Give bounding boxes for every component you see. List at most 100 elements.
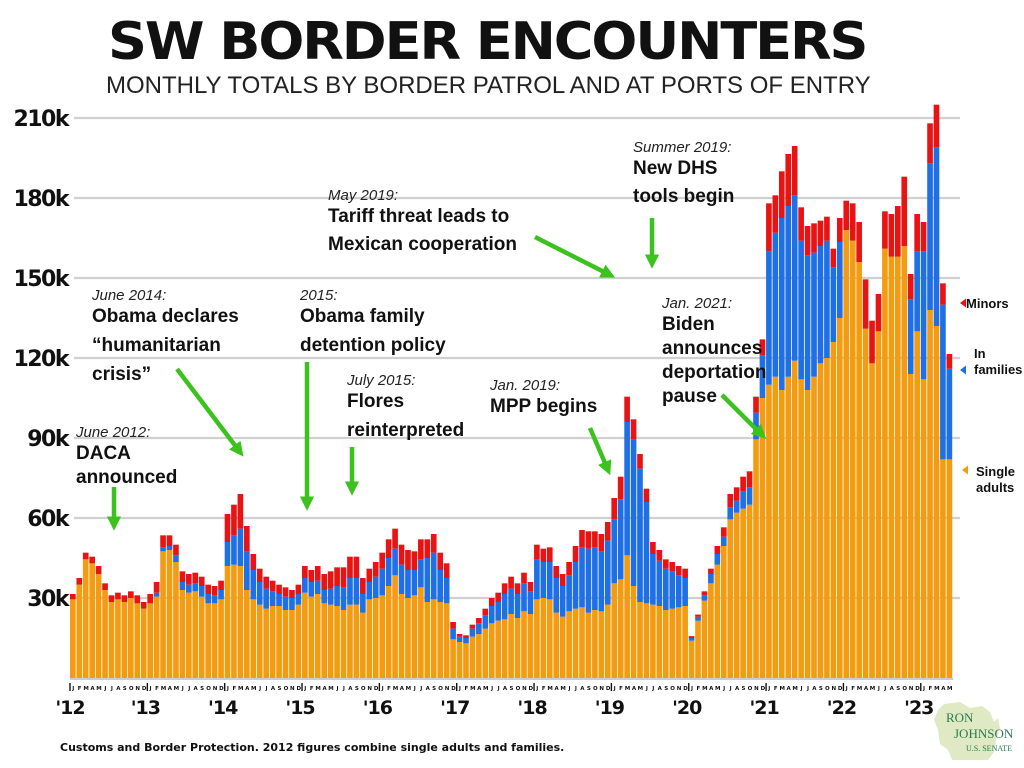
- bar-in-families: [830, 267, 837, 342]
- bar-in-families: [946, 368, 953, 460]
- bar-month: [540, 548, 547, 678]
- annotation-text: Obama declares: [92, 306, 239, 327]
- bar-in-families: [237, 528, 244, 566]
- bar-single-adults: [630, 586, 637, 678]
- bar-in-families: [244, 551, 250, 590]
- bar-minors: [753, 396, 759, 413]
- bar-single-adults: [314, 594, 321, 678]
- month-tick-label: F: [697, 686, 701, 692]
- bar-month: [598, 534, 605, 678]
- annotation-text: Tariff threat leads to: [328, 206, 509, 227]
- year-label: '14: [208, 697, 238, 719]
- month-tick-label: M: [238, 686, 243, 692]
- bar-month: [546, 547, 553, 678]
- month-tick-label: M: [328, 686, 333, 692]
- month-tick-label: M: [702, 686, 707, 692]
- month-tick-label: F: [310, 686, 314, 692]
- bar-single-adults: [733, 512, 740, 678]
- bar-in-families: [276, 594, 282, 606]
- bar-month: [495, 592, 502, 678]
- month-tick-label: J: [187, 686, 190, 692]
- month-tick-label: M: [393, 686, 398, 692]
- bar-minors: [134, 595, 141, 604]
- bar-month: [933, 104, 940, 678]
- bar-month: [437, 552, 444, 678]
- bar-month: [147, 594, 153, 678]
- bar-single-adults: [76, 584, 83, 678]
- bar-in-families: [198, 586, 205, 597]
- bar-single-adults: [186, 592, 192, 678]
- bar-single-adults: [785, 376, 792, 678]
- month-tick-label: J: [729, 686, 732, 692]
- bar-single-adults: [708, 583, 714, 678]
- bar-single-adults: [430, 599, 437, 678]
- bar-minors: [495, 592, 502, 602]
- bar-in-families: [553, 578, 560, 613]
- bar-minors: [340, 567, 347, 588]
- month-tick-label: D: [838, 686, 843, 692]
- y-tick-label: 150k: [13, 267, 70, 292]
- bar-minors: [327, 571, 334, 589]
- bar-month: [669, 562, 676, 678]
- annotation-text: MPP begins: [490, 396, 597, 417]
- bar-month: [553, 566, 560, 678]
- bar-in-families: [675, 575, 682, 608]
- bar-in-families: [488, 606, 495, 624]
- bar-minors: [927, 123, 933, 164]
- bar-minors: [231, 504, 237, 536]
- month-tick-label: A: [477, 686, 482, 692]
- bar-minors: [579, 530, 585, 548]
- bar-month: [89, 556, 95, 678]
- bar-single-adults: [546, 599, 553, 678]
- bar-minors: [907, 274, 914, 300]
- logo-line1: RON: [946, 710, 974, 725]
- bar-minors: [585, 531, 592, 549]
- bar-month: [778, 171, 785, 678]
- month-tick-label: O: [284, 686, 289, 692]
- month-tick-label: A: [735, 686, 740, 692]
- bar-minors: [695, 614, 701, 617]
- bar-minors: [501, 583, 508, 594]
- bar-single-adults: [766, 384, 772, 678]
- bar-single-adults: [669, 608, 676, 678]
- bar-month: [469, 624, 476, 678]
- month-tick-label: A: [271, 686, 276, 692]
- bar-minors: [263, 576, 270, 589]
- bar-in-families: [289, 598, 295, 610]
- bar-in-families: [688, 638, 695, 641]
- bar-minors: [572, 546, 579, 562]
- bar-single-adults: [476, 634, 482, 678]
- senator-logo: RON JOHNSON U.S. SENATE: [930, 700, 1018, 762]
- source-note: Customs and Border Protection. 2012 figu…: [60, 741, 565, 754]
- bar-month: [405, 550, 411, 678]
- month-tick-label: F: [387, 686, 391, 692]
- bar-minors: [759, 339, 766, 356]
- bar-single-adults: [811, 376, 817, 678]
- bar-month: [733, 487, 740, 678]
- bar-in-families: [372, 576, 379, 598]
- month-tick-label: A: [812, 686, 817, 692]
- month-tick-label: M: [792, 686, 797, 692]
- bar-in-families: [772, 232, 779, 377]
- month-tick-label: J: [574, 686, 577, 692]
- bar-month: [753, 396, 759, 678]
- month-tick-label: J: [303, 686, 306, 692]
- month-tick-label: J: [419, 686, 422, 692]
- month-tick-label: J: [342, 686, 345, 692]
- year-label: '21: [749, 697, 778, 719]
- bar-minors: [282, 587, 289, 597]
- legend-label: In: [974, 346, 986, 361]
- bar-single-adults: [392, 575, 398, 678]
- bar-month: [579, 530, 585, 678]
- month-tick-label: A: [400, 686, 405, 692]
- month-tick-label: J: [413, 686, 416, 692]
- bar-minors: [334, 567, 340, 586]
- bar-minors: [173, 544, 179, 556]
- bar-in-families: [366, 582, 373, 600]
- bar-in-families: [791, 195, 798, 361]
- bar-single-adults: [540, 598, 547, 678]
- bar-month: [308, 570, 315, 678]
- bar-minors: [553, 566, 560, 578]
- annotation: May 2019: Tariff threat leads to Mexican c…: [328, 187, 616, 278]
